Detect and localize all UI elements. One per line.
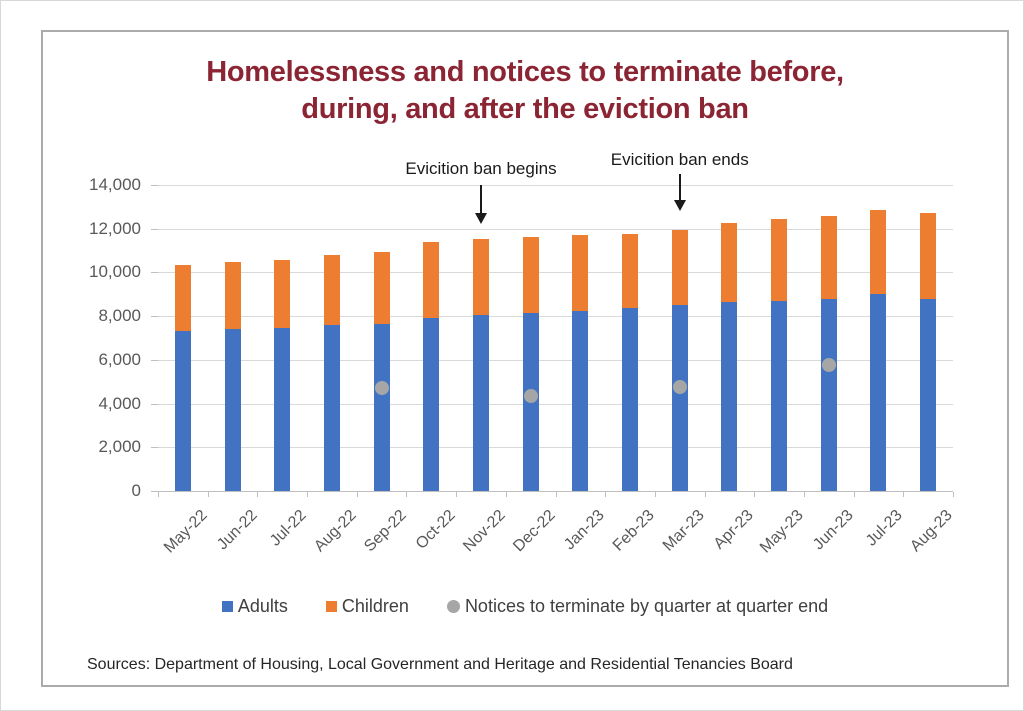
x-axis-tick (406, 492, 408, 497)
y-gridline (158, 403, 953, 405)
notices-dot-sep-22 (374, 381, 389, 396)
bar-segment-children-may-22 (174, 265, 191, 332)
bar-segment-children-jun-22 (224, 261, 241, 330)
x-axis-tick (654, 492, 656, 497)
blue-square-marker (221, 601, 233, 612)
sources-note: Sources: Department of Housing, Local Go… (87, 656, 793, 673)
bar-segment-children-apr-23 (721, 223, 738, 302)
x-axis-tick (605, 492, 607, 497)
bar-segment-adults-jul-23 (870, 294, 887, 491)
bar-segment-children-aug-22 (323, 254, 340, 325)
y-axis-tick (151, 359, 158, 361)
orange-square-marker (325, 601, 337, 612)
y-axis-label: 12,000 (89, 218, 141, 238)
y-axis-label: 0 (131, 481, 141, 500)
y-axis-tick (151, 491, 158, 492)
notices-dot-jun-23 (821, 358, 836, 373)
bar-segment-adults-may-22 (174, 331, 191, 491)
x-axis-tick (356, 492, 358, 497)
down-arrow-icon (474, 185, 487, 224)
y-axis-label: 14,000 (89, 175, 141, 194)
bar-segment-children-may-23 (771, 218, 788, 301)
legend-label: Adults (237, 596, 288, 616)
bar-segment-children-dec-22 (522, 237, 539, 313)
x-axis-tick (803, 492, 805, 497)
x-axis-tick (754, 492, 756, 497)
y-axis-tick (151, 403, 158, 405)
y-axis-label: 2,000 (98, 437, 141, 457)
bar-segment-children-feb-23 (622, 234, 639, 309)
y-gridline (158, 228, 953, 230)
y-axis-label: 10,000 (89, 262, 141, 282)
bar-segment-adults-jun-22 (224, 329, 241, 491)
bar-segment-children-oct-22 (423, 241, 440, 319)
bar-segment-adults-feb-23 (622, 308, 639, 491)
bar-segment-adults-oct-22 (423, 318, 440, 491)
gray-circle-marker (446, 600, 460, 613)
notices-dot-mar-23 (672, 380, 687, 395)
y-axis-label: 8,000 (98, 306, 141, 326)
annotation-ban-ends: Evicition ban ends (610, 150, 749, 169)
x-axis-tick (704, 492, 706, 497)
legend-item-notices: Notices to terminate by quarter at quart… (446, 596, 829, 617)
bar-segment-adults-nov-22 (472, 315, 489, 491)
bar-segment-adults-mar-23 (671, 305, 688, 491)
y-gridline (158, 316, 953, 318)
y-axis-label: 6,000 (98, 349, 141, 369)
x-axis-tick (456, 492, 458, 497)
legend-item-adults: Adults (221, 596, 288, 617)
y-axis-label: 4,000 (98, 393, 141, 413)
y-axis-tick (151, 185, 158, 186)
y-gridline (158, 359, 953, 361)
bar-segment-adults-aug-22 (323, 324, 340, 491)
down-arrow-icon (673, 174, 686, 211)
y-gridline (158, 447, 953, 449)
legend-label: Children (341, 596, 409, 616)
bar-segment-adults-aug-23 (920, 298, 937, 491)
legend-label: Notices to terminate by quarter at quart… (464, 596, 829, 616)
y-axis-tick (151, 316, 158, 318)
bar-segment-adults-may-23 (771, 300, 788, 491)
bar-segment-adults-jan-23 (572, 310, 589, 491)
y-axis-tick (151, 447, 158, 449)
x-axis-tick (207, 492, 209, 497)
bar-segment-children-jun-23 (820, 215, 837, 299)
x-axis-tick (505, 492, 507, 497)
y-gridline (158, 272, 953, 274)
y-axis-tick (151, 228, 158, 230)
bar-segment-children-mar-23 (671, 229, 688, 306)
legend-item-children: Children (325, 596, 409, 617)
chart-title-line2: during, and after the eviction ban (301, 93, 749, 125)
y-axis-tick (151, 272, 158, 274)
notices-dot-dec-22 (523, 388, 538, 403)
x-axis-tick (257, 492, 259, 497)
bar-segment-adults-jul-22 (274, 328, 291, 491)
bar-segment-children-nov-22 (472, 238, 489, 316)
x-axis-tick (555, 492, 557, 497)
bar-segment-children-sep-22 (373, 251, 390, 324)
chart-title-line1: Homelessness and notices to terminate be… (206, 56, 844, 88)
bar-segment-adults-apr-23 (721, 301, 738, 491)
x-axis-tick (307, 492, 309, 497)
x-axis-tick (953, 492, 954, 497)
bar-segment-children-jan-23 (572, 235, 589, 311)
bar-segment-children-jul-22 (274, 260, 291, 329)
bar-segment-adults-sep-22 (373, 323, 390, 491)
y-gridline (158, 185, 953, 186)
chart-title: Homelessness and notices to terminate be… (43, 54, 1007, 128)
x-axis-tick (903, 492, 905, 497)
chart-frame: Homelessness and notices to terminate be… (41, 30, 1009, 687)
chart-legend: Adults Children Notices to terminate by qu… (43, 596, 1007, 617)
bar-segment-adults-jun-23 (820, 298, 837, 491)
x-axis-tick (853, 492, 855, 497)
x-axis-tick (158, 492, 159, 497)
annotation-ban-begins: Evicition ban begins (405, 159, 557, 178)
bar-segment-children-jul-23 (870, 210, 887, 295)
bar-segment-children-aug-23 (920, 213, 937, 299)
x-axis-line (158, 491, 953, 492)
